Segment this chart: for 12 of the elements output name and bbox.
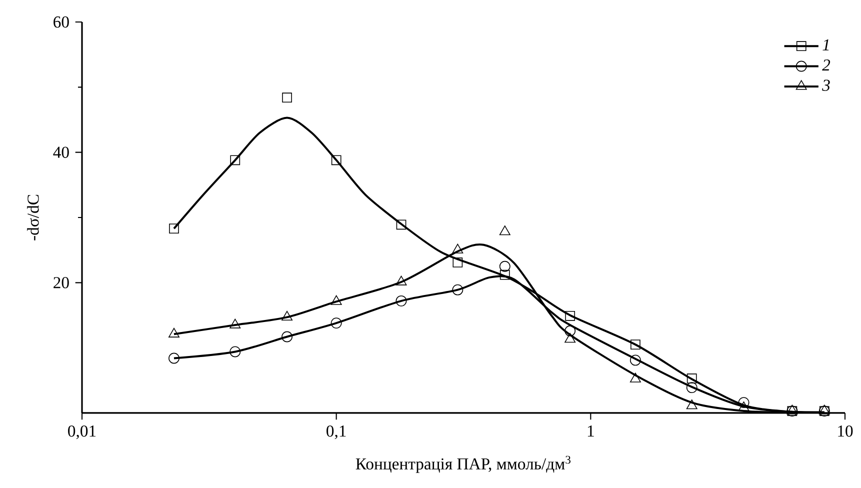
x-tick-label: 10 xyxy=(838,425,853,437)
y-tick-label: 60 xyxy=(54,16,69,28)
y-axis-title: -dσ/dC xyxy=(27,194,39,240)
legend-label: 2 xyxy=(822,59,830,71)
y-tick-label: 20 xyxy=(54,277,69,288)
x-tick-label: 0,01 xyxy=(68,425,96,440)
x-axis-title: Концентрація ПАР, ммоль/дм$^{3}$ xyxy=(356,456,570,473)
legend-label: 3 xyxy=(822,80,830,91)
x-tick-label: 1 xyxy=(588,425,594,436)
x-tick-label: 0,1 xyxy=(326,425,346,440)
y-tick-label: 40 xyxy=(53,146,69,158)
legend-label: 1 xyxy=(822,39,829,50)
